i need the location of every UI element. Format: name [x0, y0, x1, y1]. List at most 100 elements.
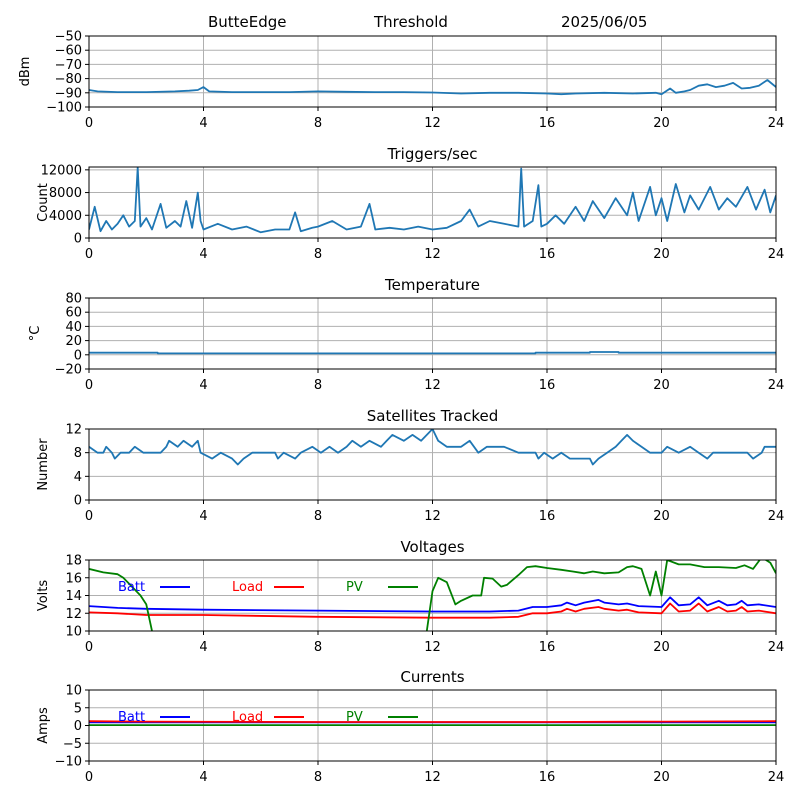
y-tick-label: 8: [74, 446, 82, 461]
y-tick-label: 10: [65, 684, 82, 699]
x-tick-label: 4: [199, 116, 207, 131]
header-station: ButteEdge: [208, 13, 287, 31]
y-tick-label: 12: [65, 607, 82, 622]
legend-label: Load: [232, 710, 263, 725]
x-tick-label: 0: [85, 770, 93, 785]
legend-label: Batt: [118, 710, 145, 725]
legend-label: Load: [232, 580, 263, 595]
panel-triggers: Triggers/sec 0 4 8 12 16 20 24 0 4000 8000 12000 Cou…: [36, 145, 784, 262]
x-tick-label: 16: [539, 770, 556, 785]
x-tick-label: 24: [768, 116, 785, 131]
plot-frame: [88, 689, 777, 762]
y-axis-label: Amps: [36, 707, 51, 744]
y-tick-label: 18: [65, 554, 82, 569]
x-tick-label: 12: [424, 770, 441, 785]
plot-frame: [88, 166, 777, 239]
series-line: [89, 79, 776, 96]
y-tick-label: 40: [65, 320, 82, 335]
x-tick-label: 12: [424, 509, 441, 524]
y-tick-label: 14: [65, 589, 82, 604]
panel-title: Temperature: [384, 276, 480, 294]
x-tick-label: 20: [653, 770, 670, 785]
x-tick-label: 0: [85, 640, 93, 655]
series-line-batt: [89, 596, 776, 613]
y-axis-label: dBm: [18, 57, 33, 87]
panels: 0 4 8 12 16 20 24−100−90−80−70−60−50dBmTrigger…: [18, 30, 784, 786]
y-tick-label: −20: [55, 363, 82, 378]
x-tick-label: 4: [199, 247, 207, 262]
y-tick-label: −100: [46, 101, 82, 116]
y-tick-label: 20: [65, 334, 82, 349]
x-tick-label: 16: [539, 247, 556, 262]
y-tick-label: 4: [74, 470, 82, 485]
x-tick-label: 16: [539, 116, 556, 131]
x-tick-label: 12: [424, 640, 441, 655]
x-tick-label: 16: [539, 509, 556, 524]
x-tick-label: 20: [653, 378, 670, 393]
x-tick-label: 8: [314, 770, 322, 785]
series-line-load: [89, 720, 776, 723]
legend-label: PV: [346, 580, 363, 595]
legend-label: PV: [346, 710, 363, 725]
plot-frame: [88, 428, 777, 501]
x-tick-label: 12: [424, 116, 441, 131]
y-tick-label: 4000: [49, 209, 82, 224]
x-tick-label: 8: [314, 116, 322, 131]
y-tick-label: −70: [55, 58, 82, 73]
x-tick-label: 0: [85, 378, 93, 393]
panel-title: Triggers/sec: [387, 145, 478, 163]
y-tick-label: 0: [74, 719, 82, 734]
y-axis-label: °C: [28, 326, 43, 342]
y-tick-label: −10: [55, 755, 82, 770]
y-axis-label: Count: [36, 183, 51, 222]
x-tick-label: 12: [424, 378, 441, 393]
x-tick-label: 8: [314, 509, 322, 524]
x-tick-label: 12: [424, 247, 441, 262]
x-tick-label: 24: [768, 378, 785, 393]
y-axis-label: Number: [36, 438, 51, 491]
x-tick-label: 24: [768, 247, 785, 262]
y-tick-label: 16: [65, 571, 82, 586]
x-tick-label: 4: [199, 378, 207, 393]
series-line: [89, 167, 776, 234]
header-date: 2025/06/05: [561, 13, 647, 31]
y-tick-label: −5: [63, 737, 82, 752]
plot-frame: [88, 35, 777, 108]
y-tick-label: 0: [74, 348, 82, 363]
x-tick-label: 24: [768, 640, 785, 655]
y-axis-label: Volts: [36, 580, 51, 612]
x-tick-label: 0: [85, 116, 93, 131]
y-tick-label: −90: [55, 86, 82, 101]
x-tick-label: 20: [653, 247, 670, 262]
x-tick-label: 24: [768, 509, 785, 524]
x-tick-label: 16: [539, 378, 556, 393]
x-tick-label: 20: [653, 509, 670, 524]
series-line-load: [89, 602, 776, 619]
series-line: [89, 351, 776, 355]
y-tick-label: 80: [65, 292, 82, 307]
x-tick-label: 16: [539, 640, 556, 655]
y-tick-label: 10: [65, 625, 82, 640]
plot-frame: [88, 559, 777, 632]
y-tick-label: 12000: [41, 163, 82, 178]
y-tick-label: 8000: [49, 186, 82, 201]
y-tick-label: 60: [65, 306, 82, 321]
y-tick-label: 0: [74, 494, 82, 509]
y-tick-label: 0: [74, 232, 82, 247]
x-tick-label: 0: [85, 247, 93, 262]
panel-voltages: Voltages 0 4 8 12 16 20 24 10 12 14 16 18 Volts Batt Lo…: [36, 538, 784, 655]
panel-title: Currents: [400, 668, 464, 686]
panel-title: Voltages: [400, 538, 464, 556]
x-tick-label: 20: [653, 116, 670, 131]
x-tick-label: 20: [653, 640, 670, 655]
legend-label: Batt: [118, 580, 145, 595]
x-tick-label: 24: [768, 770, 785, 785]
x-tick-label: 0: [85, 509, 93, 524]
x-tick-label: 4: [199, 770, 207, 785]
x-tick-label: 4: [199, 509, 207, 524]
series-line-pv: [89, 560, 776, 631]
panel-title: Satellites Tracked: [367, 407, 498, 425]
